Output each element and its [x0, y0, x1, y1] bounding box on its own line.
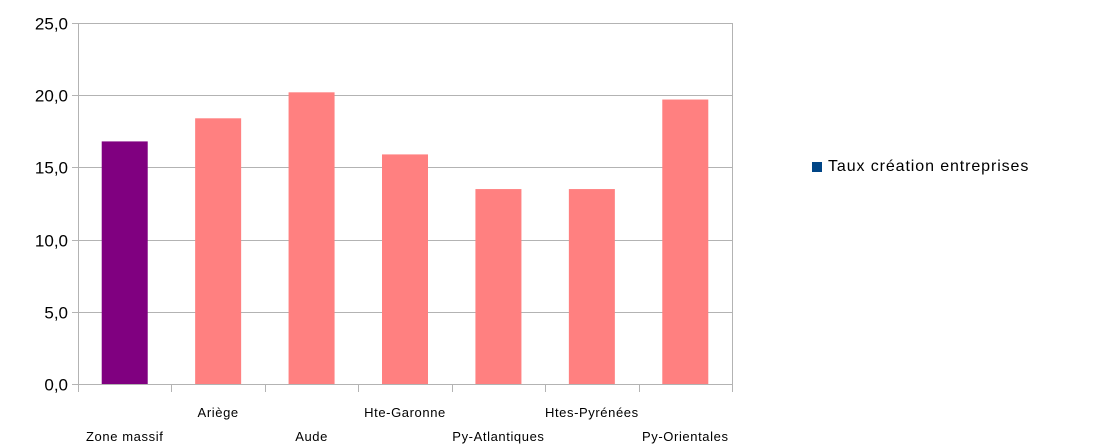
y-tick-label: 5,0: [44, 304, 68, 323]
legend-label: Taux création entreprises: [828, 158, 1030, 175]
y-tick-label: 20,0: [35, 87, 68, 106]
y-tick-label: 10,0: [35, 232, 68, 251]
x-category-label: Py-Orientales: [642, 429, 729, 444]
bar: [288, 92, 335, 384]
y-tick-label: 15,0: [35, 159, 68, 178]
bar: [101, 141, 148, 384]
x-category-label: Aude: [295, 429, 328, 444]
x-category-label: Ariège: [198, 405, 239, 420]
bar: [475, 189, 522, 384]
x-category-label: Py-Atlantiques: [452, 429, 544, 444]
y-tick-label: 25,0: [35, 15, 68, 34]
legend-swatch: [812, 162, 822, 172]
x-category-label: Htes-Pyrénées: [545, 405, 639, 420]
bar: [195, 118, 242, 384]
legend: Taux création entreprises: [812, 158, 1029, 176]
y-tick-label: 0,0: [44, 376, 68, 395]
bar: [662, 99, 709, 385]
bar: [568, 189, 615, 384]
x-category-label: Hte-Garonne: [364, 405, 446, 420]
bars: [101, 92, 709, 385]
x-category-labels: Zone massif Ariège Aude Hte-Garonne Py-Atlan…: [86, 405, 729, 444]
y-tick-labels: 0,0 5,0 10,0 15,0 20,0 25,0: [35, 15, 68, 395]
bar: [382, 154, 428, 384]
axes: [72, 23, 733, 392]
x-category-label: Zone massif: [86, 429, 163, 444]
